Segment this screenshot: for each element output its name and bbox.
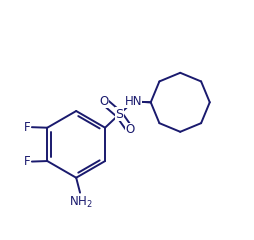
Text: NH$_2$: NH$_2$	[69, 195, 93, 210]
Text: F: F	[24, 155, 30, 168]
Text: F: F	[24, 121, 30, 134]
Text: S: S	[115, 108, 123, 121]
Text: O: O	[99, 95, 108, 108]
Text: HN: HN	[124, 95, 141, 108]
Text: O: O	[125, 123, 134, 136]
